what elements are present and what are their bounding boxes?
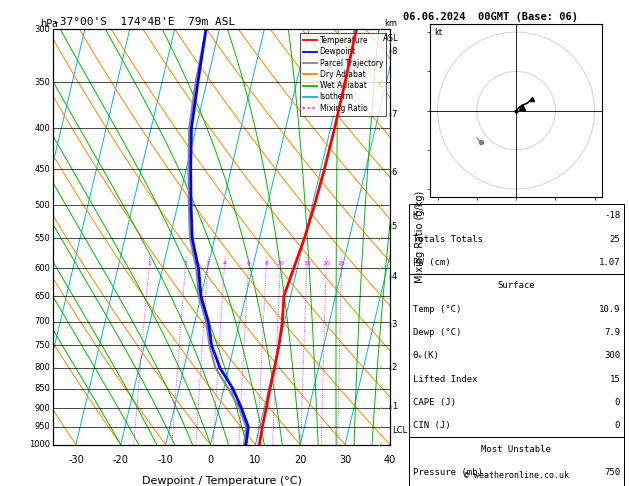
Text: -20: -20 [113,455,129,465]
Text: Dewpoint / Temperature (°C): Dewpoint / Temperature (°C) [142,476,302,486]
Text: 8: 8 [264,261,268,266]
Text: Dewp (°C): Dewp (°C) [413,328,461,337]
Text: 0: 0 [615,398,620,407]
Text: θₑ(K): θₑ(K) [413,351,440,360]
Text: 1: 1 [147,261,151,266]
Text: Most Unstable: Most Unstable [481,445,552,453]
Text: 2: 2 [392,363,397,372]
Text: 0: 0 [615,421,620,430]
Text: km: km [385,19,398,29]
Text: 0: 0 [208,455,214,465]
Text: 6: 6 [247,261,250,266]
Text: 800: 800 [34,363,50,372]
Text: −: − [375,421,386,433]
Text: 4: 4 [392,273,397,281]
Text: 10.9: 10.9 [599,305,620,313]
Text: 7.9: 7.9 [604,328,620,337]
Text: 7: 7 [392,110,397,119]
Text: −: − [375,233,386,244]
Text: Pressure (mb): Pressure (mb) [413,468,482,477]
Text: −: − [375,200,386,211]
Text: 350: 350 [34,78,50,87]
Text: 30: 30 [339,455,351,465]
Text: 1: 1 [392,402,397,411]
Text: 3: 3 [206,261,210,266]
Text: 500: 500 [35,201,50,210]
Text: −: − [375,290,386,302]
Text: 1.07: 1.07 [599,258,620,267]
Text: Temp (°C): Temp (°C) [413,305,461,313]
Text: 300: 300 [34,25,50,34]
Text: 06.06.2024  00GMT (Base: 06): 06.06.2024 00GMT (Base: 06) [403,12,577,22]
Text: hPa: hPa [40,19,57,30]
Text: -10: -10 [158,455,174,465]
Text: 25: 25 [610,235,620,243]
Text: 700: 700 [34,317,50,326]
Text: 750: 750 [604,468,620,477]
Legend: Temperature, Dewpoint, Parcel Trajectory, Dry Adiabat, Wet Adiabat, Isotherm, Mi: Temperature, Dewpoint, Parcel Trajectory… [300,33,386,116]
Text: -18: -18 [604,211,620,220]
Text: PW (cm): PW (cm) [413,258,450,267]
Text: −: − [375,163,386,175]
Text: 750: 750 [34,341,50,350]
Text: −: − [375,403,386,414]
Text: 2: 2 [184,261,187,266]
Text: ASL: ASL [384,34,399,43]
Text: −: − [375,439,386,451]
Text: 650: 650 [34,292,50,300]
Text: −: − [375,362,386,373]
Text: −: − [375,383,386,394]
Text: 600: 600 [34,264,50,273]
Text: −: − [375,23,386,35]
Text: Totals Totals: Totals Totals [413,235,482,243]
Text: 550: 550 [35,234,50,243]
Text: 900: 900 [35,404,50,413]
Text: 15: 15 [303,261,311,266]
Text: −: − [375,263,386,274]
Text: 300: 300 [604,351,620,360]
Text: Lifted Index: Lifted Index [413,375,477,383]
Text: 950: 950 [35,422,50,432]
Text: 8: 8 [392,47,397,56]
Text: 25: 25 [338,261,346,266]
Text: 15: 15 [610,375,620,383]
Text: 10: 10 [277,261,284,266]
Text: 6: 6 [392,168,397,176]
Text: 20: 20 [294,455,306,465]
Text: 5: 5 [392,222,397,231]
Text: −: − [375,123,386,134]
Y-axis label: Mixing Ratio (g/kg): Mixing Ratio (g/kg) [415,191,425,283]
Text: 1000: 1000 [29,440,50,449]
Text: LCL: LCL [392,426,407,435]
Text: 10: 10 [249,455,262,465]
Text: -30: -30 [68,455,84,465]
Text: 450: 450 [35,165,50,174]
Text: CIN (J): CIN (J) [413,421,450,430]
Text: 20: 20 [323,261,330,266]
Text: −: − [375,340,386,351]
Text: © weatheronline.co.uk: © weatheronline.co.uk [464,471,569,480]
Text: 400: 400 [35,124,50,133]
Text: −: − [375,77,386,88]
Text: kt: kt [434,28,442,37]
Text: 4: 4 [223,261,226,266]
Text: 40: 40 [384,455,396,465]
Text: 3: 3 [392,320,397,329]
Text: CAPE (J): CAPE (J) [413,398,455,407]
Text: Surface: Surface [498,281,535,290]
Text: K: K [413,211,418,220]
Text: 850: 850 [34,384,50,393]
Text: -37°00'S  174°4B'E  79m ASL: -37°00'S 174°4B'E 79m ASL [53,17,236,27]
Text: −: − [375,316,386,327]
